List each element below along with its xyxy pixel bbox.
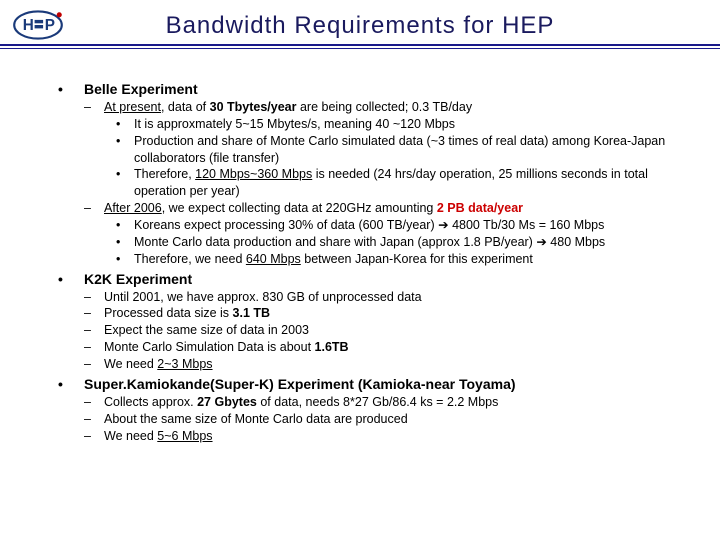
sub-item: –We need 5~6 Mbps	[58, 428, 692, 445]
header-rules	[0, 44, 720, 49]
sub-sub-item: •It is approxmately 5~15 Mbytes/s, meani…	[58, 116, 692, 133]
sub-item: –Monte Carlo Simulation Data is about 1.…	[58, 339, 692, 356]
bullet-l2: –	[84, 322, 104, 339]
sub-text: After 2006, we expect collecting data at…	[104, 200, 692, 217]
sub-item: –Processed data size is 3.1 TB	[58, 305, 692, 322]
slide-title: Bandwidth Requirements for HEP	[0, 8, 720, 40]
bullet-l2: –	[84, 99, 104, 116]
sub-sub-item: •Koreans expect processing 30% of data (…	[58, 217, 692, 234]
sub-item: –About the same size of Monte Carlo data…	[58, 411, 692, 428]
slide-header: H P Bandwidth Requirements for HEP	[0, 0, 720, 60]
sub-item: –Until 2001, we have approx. 830 GB of u…	[58, 289, 692, 306]
bullet-l3: •	[116, 166, 134, 200]
bullet-l3: •	[116, 133, 134, 167]
bullet-l3: •	[116, 217, 134, 234]
sub-sub-item: •Therefore, 120 Mbps~360 Mbps is needed …	[58, 166, 692, 200]
section-head: • Belle Experiment	[58, 80, 692, 99]
svg-text:H: H	[23, 17, 34, 34]
sub-sub-item: •Therefore, we need 640 Mbps between Jap…	[58, 251, 692, 268]
sub-text: At present, data of 30 Tbytes/year are b…	[104, 99, 692, 116]
bullet-l2: –	[84, 339, 104, 356]
bullet-l1: •	[58, 80, 84, 99]
bullet-l3: •	[116, 251, 134, 268]
section-superk: • Super.Kamiokande(Super-K) Experiment (…	[58, 375, 692, 445]
bullet-l2: –	[84, 200, 104, 217]
sub-item: –Expect the same size of data in 2003	[58, 322, 692, 339]
bullet-l3: •	[116, 234, 134, 251]
hep-logo: H P	[12, 8, 64, 42]
bullet-l2: –	[84, 428, 104, 445]
bullet-l3: •	[116, 116, 134, 133]
slide-content: • Belle Experiment – At present, data of…	[0, 60, 720, 444]
section-head: • Super.Kamiokande(Super-K) Experiment (…	[58, 375, 692, 394]
bullet-l2: –	[84, 305, 104, 322]
section-head: • K2K Experiment	[58, 270, 692, 289]
bullet-l1: •	[58, 270, 84, 289]
sub-item: –We need 2~3 Mbps	[58, 356, 692, 373]
section-belle: • Belle Experiment – At present, data of…	[58, 80, 692, 268]
sub-sub-item: •Production and share of Monte Carlo sim…	[58, 133, 692, 167]
section-title: K2K Experiment	[84, 270, 692, 289]
section-title: Super.Kamiokande(Super-K) Experiment (Ka…	[84, 375, 692, 394]
bullet-l2: –	[84, 394, 104, 411]
bullet-l1: •	[58, 375, 84, 394]
section-k2k: • K2K Experiment –Until 2001, we have ap…	[58, 270, 692, 373]
bullet-l2: –	[84, 411, 104, 428]
sub-sub-item: •Monte Carlo data production and share w…	[58, 234, 692, 251]
sub-item: –Collects approx. 27 Gbytes of data, nee…	[58, 394, 692, 411]
svg-text:P: P	[45, 17, 55, 34]
sub-item: – After 2006, we expect collecting data …	[58, 200, 692, 217]
bullet-l2: –	[84, 356, 104, 373]
sub-item: – At present, data of 30 Tbytes/year are…	[58, 99, 692, 116]
bullet-l2: –	[84, 289, 104, 306]
section-title: Belle Experiment	[84, 80, 692, 99]
